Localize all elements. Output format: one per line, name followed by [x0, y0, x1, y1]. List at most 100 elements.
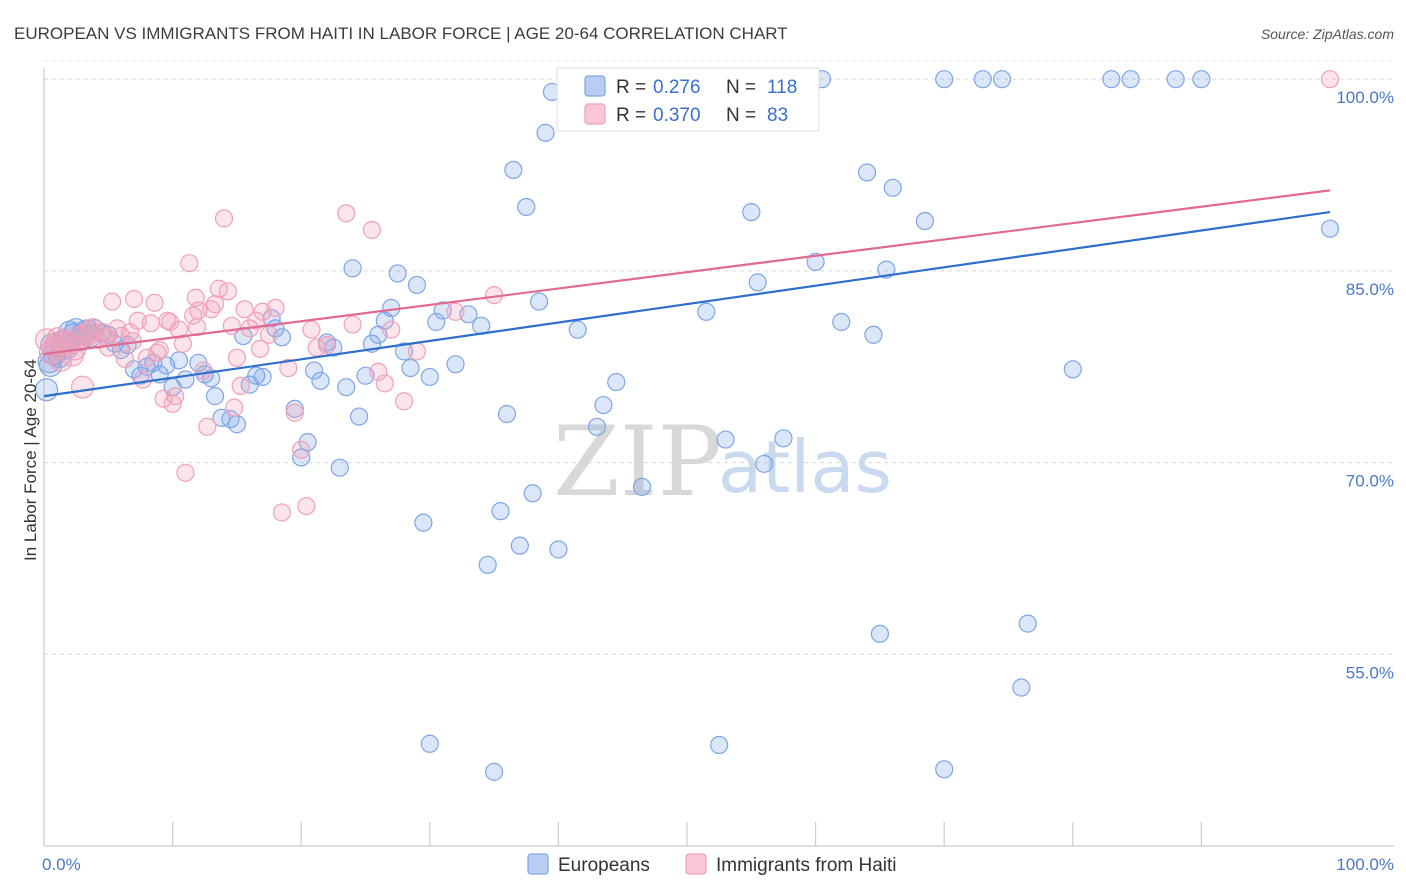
point-haiti-9	[70, 375, 95, 399]
point-europeans-78	[530, 292, 549, 311]
point-haiti-22	[133, 370, 153, 389]
point-europeans-47	[304, 361, 324, 380]
axes	[43, 68, 1394, 847]
point-europeans-81	[549, 540, 568, 559]
point-europeans-39	[247, 366, 266, 385]
point-europeans-85	[587, 417, 607, 436]
series-legend-europeans: Europeans	[558, 855, 650, 876]
point-haiti-30	[166, 387, 185, 406]
point-europeans-29	[176, 370, 195, 389]
point-europeans-76	[517, 197, 536, 217]
point-haiti-65	[369, 362, 388, 381]
legend-r-value-haiti: 0.370	[653, 105, 701, 126]
point-europeans-72	[491, 502, 510, 521]
point-haiti-57	[292, 440, 311, 459]
point-europeans-114	[992, 70, 1012, 89]
point-europeans-75	[510, 536, 529, 555]
point-europeans-61	[394, 342, 414, 361]
legend-r-label-haiti: R =	[616, 105, 646, 126]
point-europeans-66	[433, 301, 452, 320]
point-europeans-33	[205, 387, 225, 406]
point-haiti-25	[145, 293, 164, 312]
point-haiti-69	[407, 342, 427, 361]
point-europeans-110	[883, 178, 902, 197]
point-europeans-87	[607, 372, 626, 392]
point-europeans-122	[485, 762, 504, 781]
point-haiti-47	[231, 376, 250, 396]
point-europeans-79	[536, 123, 555, 142]
point-europeans-109	[877, 260, 896, 279]
point-haiti-55	[279, 358, 298, 378]
point-europeans-124	[935, 760, 954, 779]
y-axis-label: In Labor Force | Age 20-64	[21, 359, 40, 561]
point-europeans-54	[349, 407, 369, 426]
point-haiti-80	[60, 343, 84, 367]
stats-legend: R = 0.276 N = 118 R = 0.370 N = 83	[556, 67, 820, 132]
point-haiti-50	[247, 311, 266, 330]
point-haiti-78	[225, 398, 244, 417]
point-haiti-24	[141, 314, 160, 333]
point-europeans-95	[716, 430, 735, 449]
point-europeans-125	[1063, 360, 1082, 379]
point-haiti-73	[148, 343, 167, 362]
point-europeans-98	[748, 273, 767, 292]
point-europeans-112	[935, 70, 954, 89]
point-europeans-113	[973, 70, 992, 89]
point-haiti-20	[124, 289, 144, 309]
point-haiti-75	[46, 327, 70, 351]
y-tick-label-0: 100.0%	[1336, 88, 1394, 107]
point-haiti-26	[150, 341, 169, 360]
point-haiti-61	[317, 335, 337, 355]
point-europeans-83	[568, 320, 587, 339]
point-haiti-33	[176, 463, 195, 482]
point-europeans-52	[337, 378, 356, 397]
point-europeans-86	[594, 395, 613, 415]
legend-n-value-europeans: 118	[767, 77, 797, 98]
series-legend-swatch-europeans	[527, 853, 549, 875]
point-haiti-39	[198, 417, 217, 436]
point-haiti-53	[266, 298, 285, 318]
watermark-zip: ZIP	[553, 406, 722, 518]
point-haiti-62	[337, 204, 356, 223]
point-europeans-111	[915, 211, 935, 231]
point-europeans-65	[427, 312, 446, 332]
point-europeans-117	[1102, 70, 1121, 89]
point-europeans-126	[1320, 219, 1340, 238]
point-europeans-28	[169, 351, 189, 370]
point-europeans-60	[388, 264, 407, 283]
trend-line-europeans	[43, 210, 1331, 398]
point-europeans-71	[478, 555, 497, 574]
point-haiti-46	[227, 348, 246, 367]
trend-line-haiti	[43, 189, 1331, 356]
point-haiti-18	[115, 349, 135, 369]
point-europeans-103	[806, 252, 825, 272]
y-tick-label-1: 85.0%	[1346, 280, 1394, 299]
point-europeans-108	[870, 624, 890, 643]
point-haiti-41	[205, 295, 225, 314]
chart-title: EUROPEAN VS IMMIGRANTS FROM HAITI IN LAB…	[14, 24, 788, 43]
point-europeans-105	[832, 312, 851, 332]
legend-n-value-haiti: 83	[767, 105, 788, 126]
point-europeans-116	[1018, 614, 1037, 633]
point-haiti-82	[250, 339, 270, 358]
point-haiti-63	[343, 315, 362, 334]
point-haiti-59	[302, 320, 321, 339]
point-europeans-67	[446, 355, 465, 374]
point-europeans-64	[420, 367, 439, 387]
point-haiti-58	[297, 496, 316, 516]
point-europeans-40	[253, 367, 272, 387]
point-europeans-93	[697, 302, 716, 321]
point-haiti-81	[160, 312, 180, 332]
point-europeans-115	[1012, 678, 1031, 697]
point-europeans-119	[1166, 70, 1185, 89]
point-haiti-43	[214, 209, 234, 228]
point-europeans-120	[1192, 70, 1211, 89]
point-europeans-44	[285, 399, 304, 419]
point-haiti-15	[103, 292, 122, 311]
point-haiti-79	[187, 318, 207, 337]
point-europeans-73	[497, 404, 517, 424]
point-europeans-63	[407, 275, 427, 295]
legend-r-label-europeans: R =	[616, 77, 646, 98]
point-haiti-27	[154, 389, 173, 408]
point-europeans-118	[1121, 70, 1140, 89]
